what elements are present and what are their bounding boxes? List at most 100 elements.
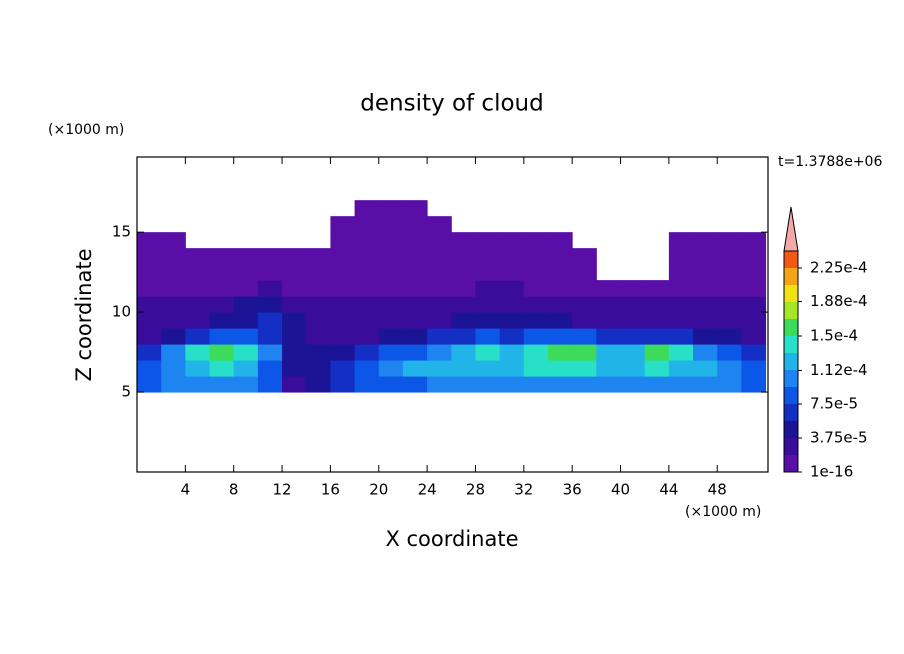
contour-cell [741, 296, 767, 313]
contour-cell [499, 376, 525, 393]
contour-cell [185, 296, 211, 313]
contour-cell [427, 248, 452, 265]
x-tick-label: 24 [418, 481, 437, 499]
contour-cell [257, 264, 283, 281]
contour-cell [378, 376, 404, 393]
y-unit: (×1000 m) [48, 122, 124, 138]
contour-cell [523, 312, 549, 329]
contour-cell [620, 360, 646, 377]
colorbar-tick-label: 3.75e-5 [810, 429, 868, 447]
contour-cell [644, 360, 670, 377]
contour-cell [693, 296, 718, 313]
contour-cell [693, 312, 718, 329]
contour-cell [137, 344, 162, 361]
contour-cell [693, 248, 718, 265]
colorbar-tick-label: 1.12e-4 [810, 361, 868, 379]
contour-cell [693, 264, 718, 281]
contour-cell [572, 360, 597, 377]
contour-cell [596, 360, 622, 377]
colorbar-tick-label: 1.5e-4 [810, 327, 858, 345]
contour-cell [475, 296, 501, 313]
contour-cell [572, 328, 597, 345]
contour-cell [741, 376, 767, 393]
contour-cell [330, 280, 356, 297]
time-label: t=1.3788e+06 [778, 154, 882, 170]
contour-cell [282, 312, 307, 329]
colorbar-tick-label: 2.25e-4 [810, 259, 868, 277]
contour-cell [451, 360, 476, 377]
x-tick-label: 16 [321, 481, 340, 499]
contour-cell [572, 376, 597, 393]
contour-cell [451, 296, 476, 313]
contour-cell [717, 248, 742, 265]
contour-cell [572, 296, 597, 313]
contour-cell [668, 360, 694, 377]
contour-cell [402, 200, 428, 217]
contour-cell [402, 360, 428, 377]
y-tick-label: 5 [121, 383, 131, 401]
contour-cell [257, 312, 283, 329]
contour-cell [644, 376, 670, 393]
contour-cell [257, 344, 283, 361]
contour-cell [378, 344, 404, 361]
contour-cell [427, 312, 452, 329]
colorbar-band [784, 353, 798, 370]
contour-cell [523, 248, 549, 265]
contour-cell [523, 280, 549, 297]
contour-cell [354, 296, 380, 313]
contour-cell [185, 280, 211, 297]
contour-cell [282, 376, 307, 393]
contour-cell [354, 280, 380, 297]
contour-cell [209, 312, 235, 329]
contour-cell [499, 264, 525, 281]
contour-cell [354, 264, 380, 281]
x-tick-label: 20 [369, 481, 388, 499]
contour-cell [282, 360, 307, 377]
contour-cell [644, 312, 670, 329]
contour-cell [378, 296, 404, 313]
contour-cell [547, 328, 573, 345]
contour-cell [741, 312, 767, 329]
contour-cell [233, 248, 259, 265]
contour-cell [620, 344, 646, 361]
contour-cell [475, 312, 501, 329]
contour-cell [330, 296, 356, 313]
colorbar-tick-label: 7.5e-5 [810, 395, 858, 413]
contour-cell [620, 280, 646, 297]
contour-cell [572, 344, 597, 361]
contour-cell [354, 360, 380, 377]
contour-cell [233, 280, 259, 297]
contour-cell [475, 280, 501, 297]
contour-cell [209, 264, 235, 281]
contour-cell [306, 296, 331, 313]
contour-cell [693, 232, 718, 249]
contour-cell [233, 328, 259, 345]
contour-cell [306, 264, 331, 281]
contour-cell [427, 328, 452, 345]
chart-title: density of cloud [360, 91, 543, 117]
colorbar-band [784, 268, 798, 285]
contour-cell [330, 216, 356, 233]
contour-cell [233, 264, 259, 281]
contour-cell [451, 264, 476, 281]
contour-cell [620, 328, 646, 345]
contour-cell [402, 312, 428, 329]
contour-cell [330, 360, 356, 377]
contour-cell [717, 296, 742, 313]
contour-cell [620, 296, 646, 313]
contour-cell [306, 344, 331, 361]
colorbar-band [784, 370, 798, 387]
contour-cell [402, 264, 428, 281]
contour-cell [427, 216, 452, 233]
contour-cell [427, 344, 452, 361]
contour-cell [644, 296, 670, 313]
colorbar-tick-label: 1e-16 [810, 463, 853, 481]
contour-cell [185, 328, 211, 345]
contour-cell [741, 344, 767, 361]
contour-cell [427, 376, 452, 393]
contour-cell [668, 376, 694, 393]
contour-cell [233, 360, 259, 377]
contour-cell [282, 328, 307, 345]
contour-cell [282, 248, 307, 265]
